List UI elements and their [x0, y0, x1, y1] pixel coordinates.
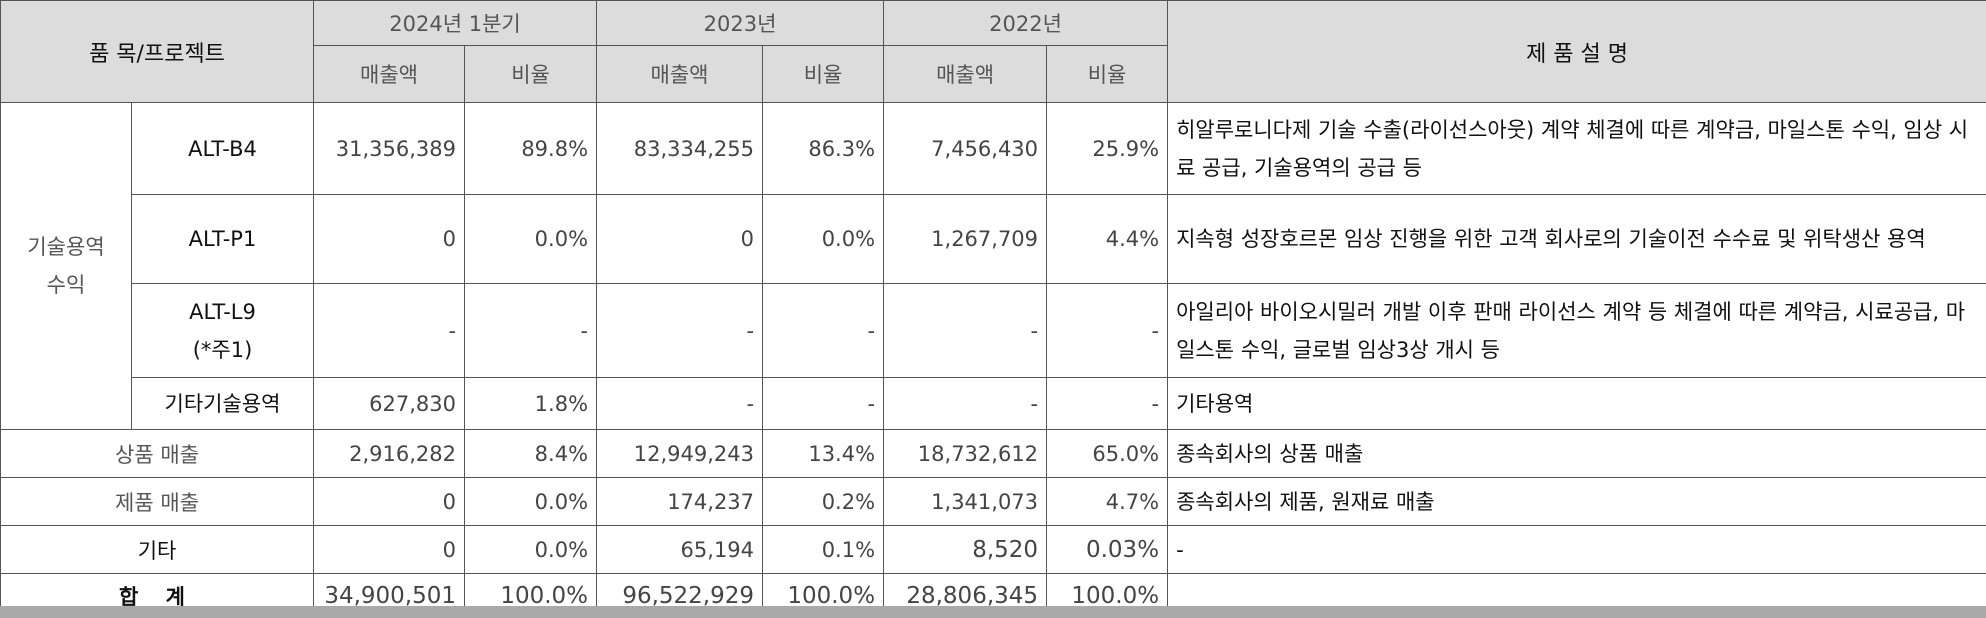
ratio-cell: 0.1% [762, 525, 885, 574]
revenue-cell: 31,356,389 [313, 102, 466, 195]
table-row: 상품 매출 2,916,282 8.4% 12,949,243 13.4% 18,732,… [0, 429, 1986, 478]
table-body: 기술용역 수익 ALT-B4 31,356,389 89.8% 83,334,255 86.… [0, 102, 1986, 618]
item-name: 기타기술용역 [130, 377, 315, 430]
ratio-cell: - [762, 283, 885, 378]
revenue-cell: 65,194 [596, 525, 764, 574]
ratio-cell: - [762, 377, 885, 430]
group-label-tech-service: 기술용역 수익 [0, 102, 132, 430]
revenue-cell: - [883, 283, 1048, 378]
revenue-cell: 8,520 [883, 525, 1048, 574]
item-name: 제품 매출 [0, 477, 315, 526]
ratio-cell: 0.03% [1046, 525, 1169, 574]
header-revenue: 매출액 [596, 45, 764, 103]
ratio-cell: 0.0% [464, 525, 598, 574]
header-period-2024q1: 2024년 1분기 [313, 0, 598, 46]
description-cell: 아일리아 바이오시밀러 개발 이후 판매 라이선스 계약 등 체결에 따른 계약… [1167, 283, 1986, 378]
header-ratio: 비율 [1046, 45, 1169, 103]
revenue-cell: 12,949,243 [596, 429, 764, 478]
revenue-cell: - [313, 283, 466, 378]
table-row: ALT-L9 (*주1) - - - - - - 아일리아 바이오시밀러 개발 이후 판매 라이… [1, 283, 1986, 378]
ratio-cell: 25.9% [1046, 102, 1169, 195]
revenue-cell: 174,237 [596, 477, 764, 526]
header-description: 제 품 설 명 [1167, 0, 1986, 103]
header-revenue: 매출액 [883, 45, 1048, 103]
table-row: ALT-P1 0 0.0% 0 0.0% 1,267,709 4.4% 지속형 성장호르몬 임… [1, 194, 1986, 284]
ratio-cell: 4.7% [1046, 477, 1169, 526]
description-cell: 지속형 성장호르몬 임상 진행을 위한 고객 회사로의 기술이전 수수료 및 위… [1167, 194, 1986, 284]
ratio-cell: 8.4% [464, 429, 598, 478]
revenue-cell: 0 [313, 525, 466, 574]
item-name: 상품 매출 [0, 429, 315, 478]
header-ratio: 비율 [762, 45, 885, 103]
description-cell: - [1167, 525, 1986, 574]
revenue-cell: 0 [313, 477, 466, 526]
table-row: 기타 0 0.0% 65,194 0.1% 8,520 0.03% - [0, 525, 1986, 574]
revenue-cell: 7,456,430 [883, 102, 1048, 195]
revenue-cell: 0 [596, 194, 764, 284]
header-item: 품 목/프로젝트 [0, 0, 315, 103]
ratio-cell: - [1046, 283, 1169, 378]
header-period-2022: 2022년 [883, 0, 1169, 46]
revenue-cell: 83,334,255 [596, 102, 764, 195]
revenue-cell: 1,341,073 [883, 477, 1048, 526]
header-revenue: 매출액 [313, 45, 466, 103]
ratio-cell: 65.0% [1046, 429, 1169, 478]
table-row: 기타기술용역 627,830 1.8% - - - - 기타용역 [1, 377, 1986, 430]
revenue-cell: 2,916,282 [313, 429, 466, 478]
ratio-cell: - [464, 283, 598, 378]
item-name: ALT-B4 [130, 102, 315, 195]
ratio-cell: 13.4% [762, 429, 885, 478]
revenue-cell: 1,267,709 [883, 194, 1048, 284]
header-period-2023: 2023년 [596, 0, 885, 46]
ratio-cell: 0.0% [464, 194, 598, 284]
ratio-cell: 0.0% [464, 477, 598, 526]
ratio-cell: - [1046, 377, 1169, 430]
revenue-cell: - [596, 377, 764, 430]
description-cell: 기타용역 [1167, 377, 1986, 430]
table-row: 제품 매출 0 0.0% 174,237 0.2% 1,341,073 4.7% 종속회사의 … [0, 477, 1986, 526]
ratio-cell: 4.4% [1046, 194, 1169, 284]
description-cell: 종속회사의 제품, 원재료 매출 [1167, 477, 1986, 526]
header-ratio: 비율 [464, 45, 598, 103]
revenue-cell: 18,732,612 [883, 429, 1048, 478]
item-name: ALT-L9 (*주1) [130, 283, 315, 378]
revenue-cell: 627,830 [313, 377, 466, 430]
description-cell: 종속회사의 상품 매출 [1167, 429, 1986, 478]
ratio-cell: 0.2% [762, 477, 885, 526]
ratio-cell: 0.0% [762, 194, 885, 284]
description-cell: 히알루로니다제 기술 수출(라이선스아웃) 계약 체결에 따른 계약금, 마일스… [1167, 102, 1986, 195]
revenue-cell: - [883, 377, 1048, 430]
bottom-scroll-strip [0, 606, 1986, 618]
ratio-cell: 86.3% [762, 102, 885, 195]
item-name: ALT-P1 [130, 194, 315, 284]
ratio-cell: 1.8% [464, 377, 598, 430]
revenue-cell: - [596, 283, 764, 378]
revenue-cell: 0 [313, 194, 466, 284]
table-row: 기술용역 수익 ALT-B4 31,356,389 89.8% 83,334,255 86.… [0, 102, 1986, 430]
item-name: 기타 [0, 525, 315, 574]
ratio-cell: 89.8% [464, 102, 598, 195]
